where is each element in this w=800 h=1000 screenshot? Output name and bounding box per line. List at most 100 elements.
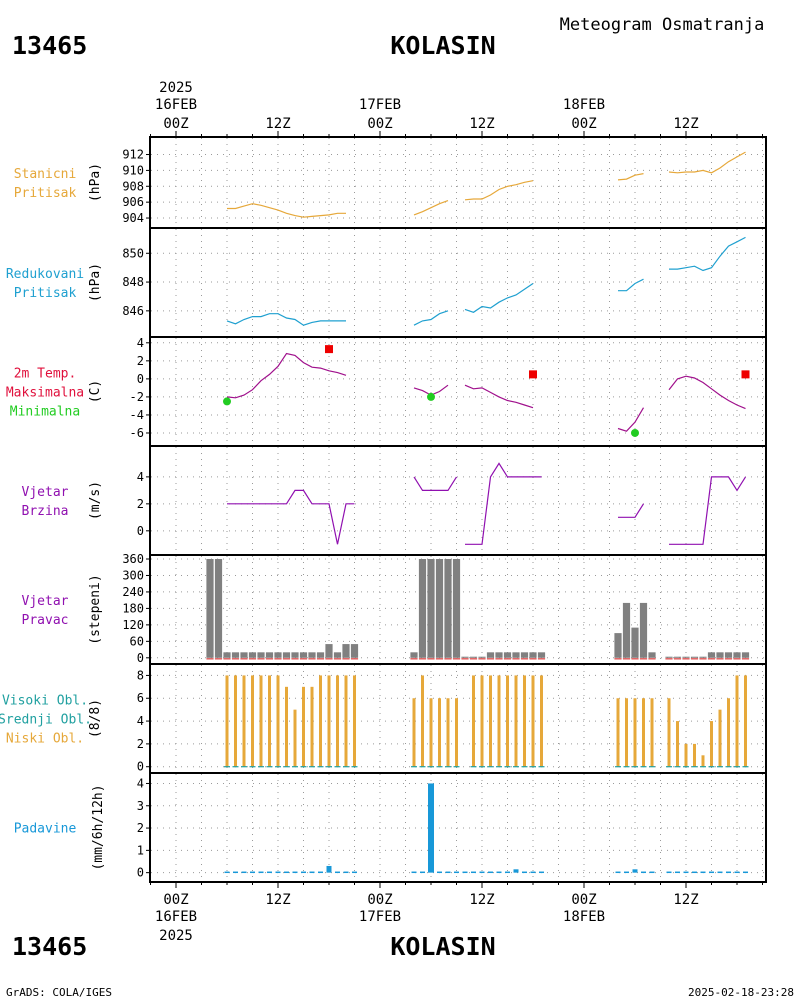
panel-frame [149, 336, 767, 447]
direction-bar [631, 627, 639, 658]
cloud-bar [472, 675, 475, 767]
y-tick-label: 4 [137, 776, 144, 790]
y-tick-label: 60 [130, 634, 144, 648]
y-tick-label: 4 [137, 336, 144, 350]
panel-redukovani: 846 848 850 (hPa) Redukovani Pritisak [6, 227, 767, 338]
direction-bar [707, 652, 716, 658]
panel-label-line: Niski Obl. [6, 732, 84, 747]
precip-bar [632, 869, 638, 873]
cloud-bar [735, 675, 739, 767]
y-tick-label: 904 [122, 211, 144, 225]
y-tick-label: 4 [137, 714, 144, 728]
precip-bar [692, 871, 697, 874]
precip-bar [462, 871, 468, 874]
panel-label-line: Maksimalna [6, 386, 84, 401]
precip-bar [445, 871, 451, 874]
y-tick-label: 0 [137, 760, 144, 774]
panel-label-line: Vjetar [22, 485, 69, 500]
panel-temperatura: -6 -4 -2 0 2 4 (C) 2m Temp. Maksimalna Minimalna [6, 336, 767, 447]
y-tick-label: 848 [122, 275, 144, 289]
precip-bar [666, 871, 672, 874]
direction-bar [486, 652, 495, 658]
direction-bar [716, 652, 724, 658]
y-tick-label: 2 [137, 821, 144, 835]
y-tick-label: 2 [137, 737, 144, 751]
cloud-bar [429, 698, 433, 767]
precip-bar [318, 871, 323, 874]
max-temp-marker [741, 370, 750, 379]
top-hour-label: 00Z [367, 116, 392, 132]
precip-bar [250, 871, 255, 874]
cloud-bar [268, 675, 271, 767]
y-tick-label: 906 [122, 195, 144, 209]
cloud-bar [455, 698, 458, 767]
direction-bar [741, 652, 750, 658]
bottom-hour-label: 12Z [265, 892, 290, 908]
precip-bar [683, 871, 689, 874]
y-tick-label: 910 [122, 163, 144, 177]
direction-bar [444, 559, 452, 658]
bottom-day-labels: 16FEB 17FEB 18FEB [155, 909, 605, 925]
min-temp-marker [223, 397, 231, 406]
bottom-hour-label: 12Z [673, 892, 698, 908]
cloud-bar [327, 675, 331, 767]
direction-bar [350, 644, 359, 658]
precip-bar [505, 871, 510, 874]
direction-bar [452, 559, 461, 658]
cloud-bar [523, 675, 526, 767]
top-hour-label: 00Z [163, 116, 188, 132]
top-day-label: 18FEB [563, 97, 605, 113]
direction-bar [537, 652, 546, 658]
station-name-bottom: KOLASIN [390, 932, 495, 961]
precip-bar [539, 871, 544, 874]
direction-bar [316, 652, 325, 658]
precip-bar [675, 871, 680, 874]
cloud-bar [446, 698, 450, 767]
cloud-bar [336, 675, 339, 767]
top-hour-label: 12Z [265, 116, 290, 132]
max-temp-marker [325, 345, 333, 354]
y-tick-label: 2 [137, 497, 144, 511]
y-tick-label: -4 [130, 408, 144, 422]
cloud-bar [693, 743, 696, 767]
cloud-bar [718, 709, 722, 767]
y-tick-label: 180 [122, 601, 144, 615]
cloud-bar [514, 675, 518, 767]
series-line [226, 352, 347, 399]
direction-bar [342, 644, 350, 658]
precip-bar [224, 871, 230, 874]
precip-bar [624, 871, 629, 874]
direction-bar [690, 656, 699, 658]
direction-bar [614, 633, 622, 658]
panel-label-line: Redukovani [6, 267, 84, 282]
top-hour-label: 00Z [571, 116, 596, 132]
cloud-bar [353, 675, 356, 767]
cloud-bar [633, 698, 637, 767]
cloud-bar [710, 721, 713, 767]
series-line [668, 151, 746, 174]
y-tick-label: 850 [122, 246, 144, 260]
precip-bar [233, 871, 238, 874]
panel-label-line: 2m Temp. [14, 367, 77, 382]
precip-bar [513, 869, 519, 873]
cloud-bar [319, 675, 322, 767]
y-tick-label: -2 [130, 390, 144, 404]
panel-label-line: Brzina [22, 504, 69, 519]
y-tick-label: 240 [122, 585, 144, 599]
panel-frame [149, 445, 767, 556]
precip-bar [326, 865, 332, 873]
precip-bar [275, 871, 281, 874]
precip-bar [522, 871, 527, 874]
series-line [227, 203, 346, 218]
bottom-hour-labels: 00Z 12Z 00Z 12Z 00Z 12Z [163, 892, 698, 908]
precip-bar [241, 871, 247, 874]
precip-bar [352, 871, 357, 874]
cloud-bar [242, 675, 246, 767]
year-bottom: 2025 [159, 928, 193, 944]
y-tick-label: 8 [137, 668, 144, 682]
bottom-hour-label: 00Z [367, 892, 392, 908]
top-day-label: 16FEB [155, 97, 197, 113]
bottom-day-label: 18FEB [563, 909, 605, 925]
precip-bar [471, 871, 476, 874]
